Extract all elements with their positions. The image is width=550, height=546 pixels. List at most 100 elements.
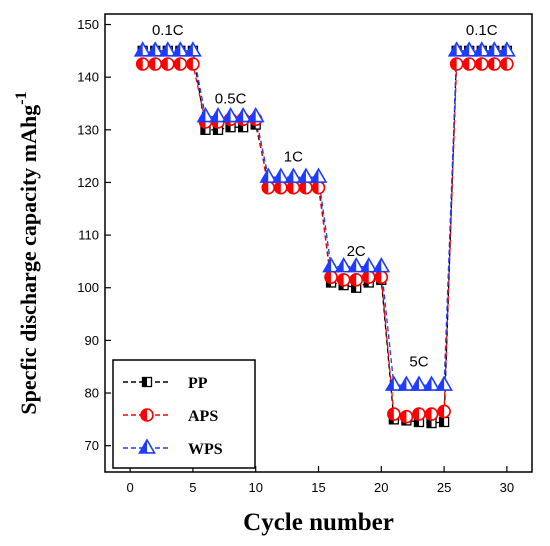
y-tick-label: 100 <box>77 280 99 295</box>
y-tick-label: 120 <box>77 175 99 190</box>
data-point-wps <box>171 41 190 57</box>
marker-fill <box>185 42 193 56</box>
marker-fill <box>260 169 269 183</box>
marker-fill <box>325 271 332 284</box>
marker-fill <box>438 405 445 418</box>
marker-fill <box>450 58 457 71</box>
marker-fill <box>373 258 382 272</box>
data-point-wps <box>410 375 428 391</box>
marker-fill <box>499 42 507 56</box>
marker-fill <box>299 181 306 194</box>
marker-fill <box>285 169 294 183</box>
rate-annotation: 1C <box>284 148 303 165</box>
series-line-wps <box>142 50 507 386</box>
data-point-pp <box>438 416 450 428</box>
marker-fill <box>273 169 281 183</box>
marker-fill <box>424 377 432 391</box>
y-axis-title-superscript: -1 <box>13 91 30 104</box>
data-point-wps <box>347 257 366 273</box>
legend-label: APS <box>188 408 218 425</box>
marker-fill <box>488 58 495 71</box>
data-point-wps <box>158 41 177 57</box>
marker-fill <box>412 408 419 421</box>
data-point-aps <box>349 273 363 287</box>
data-point-wps <box>485 41 504 57</box>
marker-fill <box>449 42 457 56</box>
marker-fill <box>311 169 319 183</box>
marker-fill <box>213 125 219 135</box>
marker-fill <box>323 258 332 272</box>
marker-fill <box>262 181 269 194</box>
marker-fill <box>200 125 206 135</box>
x-axis-title: Cycle number <box>243 509 394 536</box>
y-tick-label: 90 <box>85 333 99 348</box>
marker-fill <box>427 418 432 428</box>
marker-fill <box>386 377 394 391</box>
rate-annotation: 5C <box>409 354 428 371</box>
marker-fill <box>172 42 181 56</box>
data-point-wps <box>259 167 278 183</box>
data-point-wps <box>322 257 340 273</box>
y-axis-title-text: Specfic discharge capacity mAhg-1 <box>13 91 41 414</box>
data-point-aps <box>324 270 338 285</box>
marker-fill <box>298 169 306 183</box>
marker-fill <box>439 417 445 427</box>
marker-fill <box>186 58 193 71</box>
data-point-aps <box>399 409 414 424</box>
data-point-wps <box>460 41 479 57</box>
data-point-wps <box>234 106 253 123</box>
marker-fill <box>351 283 357 293</box>
data-point-wps <box>384 375 403 391</box>
marker-fill <box>160 42 168 56</box>
data-point-aps <box>173 57 188 71</box>
y-tick-label: 110 <box>78 228 99 243</box>
data-point-wps <box>447 41 466 57</box>
marker-fill <box>197 108 206 122</box>
marker-fill <box>248 108 256 122</box>
marker-fill <box>210 108 219 122</box>
legend-marker <box>138 438 156 454</box>
data-point-wps <box>297 167 315 183</box>
data-point-aps <box>387 407 401 421</box>
data-point-aps <box>286 180 301 195</box>
data-point-wps <box>271 167 290 183</box>
data-point-aps <box>500 57 514 71</box>
data-point-wps <box>372 257 391 273</box>
marker-fill <box>149 58 156 71</box>
data-point-aps <box>336 273 351 287</box>
y-axis-title: Specfic discharge capacity mAhg-1 <box>13 91 41 414</box>
data-point-aps <box>261 180 276 195</box>
data-point-wps <box>309 167 328 183</box>
marker-fill <box>287 181 294 194</box>
data-point-wps <box>184 41 202 57</box>
y-tick-label: 80 <box>85 386 99 401</box>
legend: PP APS WPS <box>112 359 256 469</box>
data-point-wps <box>422 375 441 391</box>
marker-fill <box>387 408 394 421</box>
rate-annotation: 0.1C <box>466 22 498 39</box>
data-point-aps <box>274 180 288 195</box>
marker-fill <box>348 258 357 272</box>
x-tick-label: 25 <box>437 480 451 495</box>
data-point-aps <box>311 180 326 195</box>
marker-fill <box>312 181 319 194</box>
marker-fill <box>436 377 445 391</box>
rate-annotation: 2C <box>347 243 366 260</box>
marker-fill <box>141 409 147 421</box>
data-point-aps <box>135 57 150 71</box>
data-point-wps <box>246 106 265 123</box>
y-tick-label: 70 <box>85 438 99 453</box>
data-point-wps <box>146 41 165 57</box>
data-point-aps <box>474 57 489 71</box>
marker-fill <box>361 258 369 272</box>
data-point-aps <box>462 57 477 71</box>
data-point-wps <box>284 167 303 183</box>
data-point-aps <box>449 57 464 71</box>
marker-fill <box>238 122 244 132</box>
y-tick-label: 150 <box>77 17 99 32</box>
data-point-aps <box>412 407 426 421</box>
x-tick-label: 5 <box>189 480 196 495</box>
legend-label: WPS <box>188 441 223 458</box>
marker-fill <box>486 42 495 56</box>
